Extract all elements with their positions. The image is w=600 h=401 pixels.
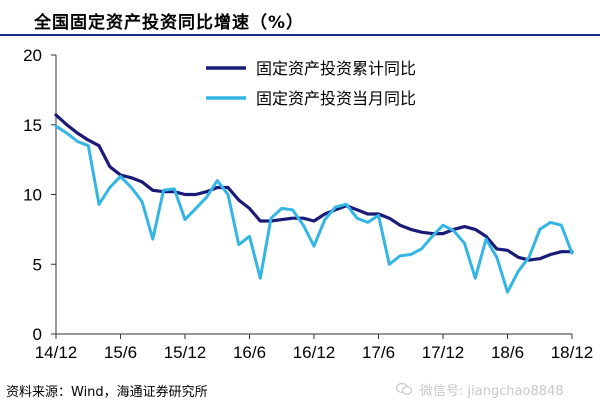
chart-title: 全国固定资产投资同比增速（%） <box>34 13 305 33</box>
series-line-monthly <box>54 124 574 294</box>
x-tick-label: 15/12 <box>164 343 207 362</box>
x-tick-label: 15/6 <box>104 343 137 362</box>
legend-label: 固定资产投资累计同比 <box>256 59 416 78</box>
y-tick-label: 5 <box>33 255 42 274</box>
y-tick-label: 15 <box>23 116 42 135</box>
x-tick-label: 14/12 <box>35 343 78 362</box>
x-tick-label: 18/6 <box>491 343 524 362</box>
source-note: 资料来源：Wind，海通证券研究所 <box>6 385 208 400</box>
y-tick-label: 10 <box>23 186 42 205</box>
watermark-text: 微信号: jiangchao8848 <box>420 384 564 399</box>
y-tick-label: 20 <box>23 46 42 65</box>
y-tick-label: 0 <box>33 325 42 344</box>
x-tick-label: 17/6 <box>362 343 395 362</box>
x-tick-label: 17/12 <box>422 343 465 362</box>
series-line-cumulative <box>54 113 574 262</box>
x-tick-label: 16/12 <box>293 343 336 362</box>
wechat-icon <box>396 383 412 395</box>
title-bar: 全国固定资产投资同比增速（%） <box>0 0 600 36</box>
x-tick-label: 16/6 <box>233 343 266 362</box>
x-tick-label: 18/12 <box>551 343 594 362</box>
legend-label: 固定资产投资当月同比 <box>256 89 416 108</box>
